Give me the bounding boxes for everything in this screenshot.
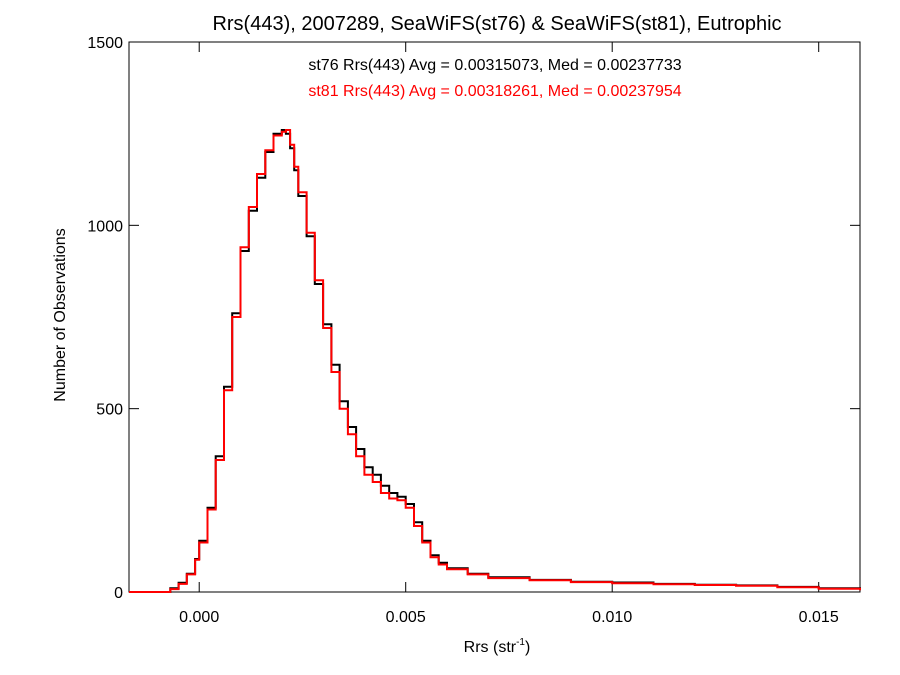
x-axis: 0.000 0.005 0.010 0.015 — [179, 42, 839, 626]
y-axis-label: Number of Observations — [52, 228, 69, 401]
x-tick-label: 0.000 — [179, 609, 219, 626]
x-tick-label: 0.010 — [592, 609, 632, 626]
series-group — [129, 129, 861, 593]
x-axis-label-tail: ) — [525, 639, 530, 656]
x-tick-label: 0.015 — [799, 609, 839, 626]
y-tick-label: 1500 — [87, 35, 123, 52]
y-axis: 0 500 1000 1500 — [87, 35, 860, 602]
y-tick-label: 1000 — [87, 218, 123, 235]
annotation-st76: st76 Rrs(443) Avg = 0.00315073, Med = 0.… — [308, 57, 681, 74]
y-tick-label: 0 — [114, 585, 123, 602]
x-axis-label-sup: -1 — [516, 637, 525, 648]
y-tick-label: 500 — [96, 402, 123, 419]
series-line-0 — [129, 129, 861, 593]
x-tick-label: 0.005 — [386, 609, 426, 626]
series-line-1 — [129, 129, 861, 593]
x-axis-label: Rrs (str-1) — [464, 637, 531, 656]
x-axis-label-base: Rrs (str — [464, 639, 517, 656]
plot-frame — [128, 41, 861, 593]
annotation-st81: st81 Rrs(443) Avg = 0.00318261, Med = 0.… — [308, 83, 681, 100]
chart-title: Rrs(443), 2007289, SeaWiFS(st76) & SeaWi… — [212, 13, 781, 35]
